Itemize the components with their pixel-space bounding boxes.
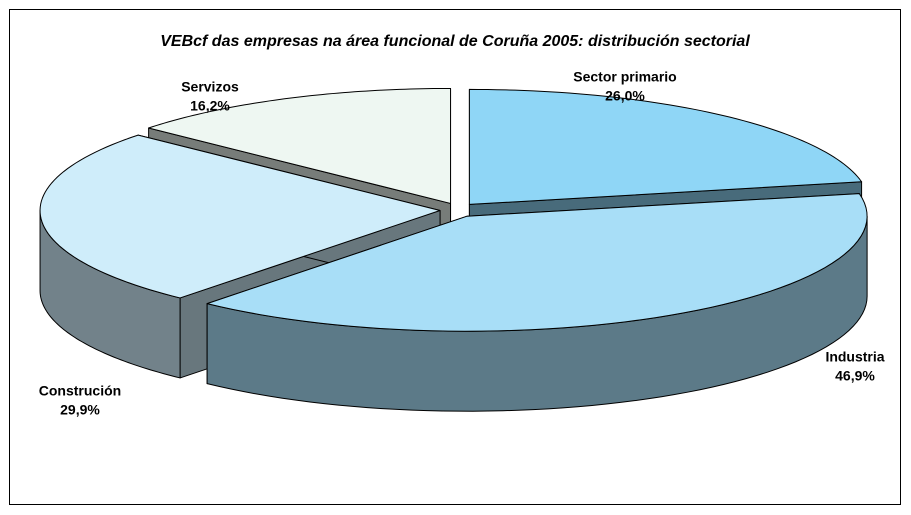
slice-top [206, 193, 868, 332]
slice-top [39, 134, 441, 299]
chart-title: VEBcf das empresas na área funcional de … [160, 33, 750, 50]
slice-top [148, 87, 452, 204]
slice-label: Construción [39, 383, 121, 399]
slice-label: Servizos [181, 79, 239, 95]
slice-value-label: 16,2% [190, 98, 230, 114]
slice-value-label: 26,0% [605, 88, 645, 104]
slice-value-label: 29,9% [60, 402, 100, 418]
slice-label: Sector primario [573, 69, 676, 85]
slice-label: Industria [825, 349, 884, 365]
pie-slice [206, 193, 868, 412]
slice-top [468, 88, 863, 205]
slice-value-label: 46,9% [835, 368, 875, 384]
